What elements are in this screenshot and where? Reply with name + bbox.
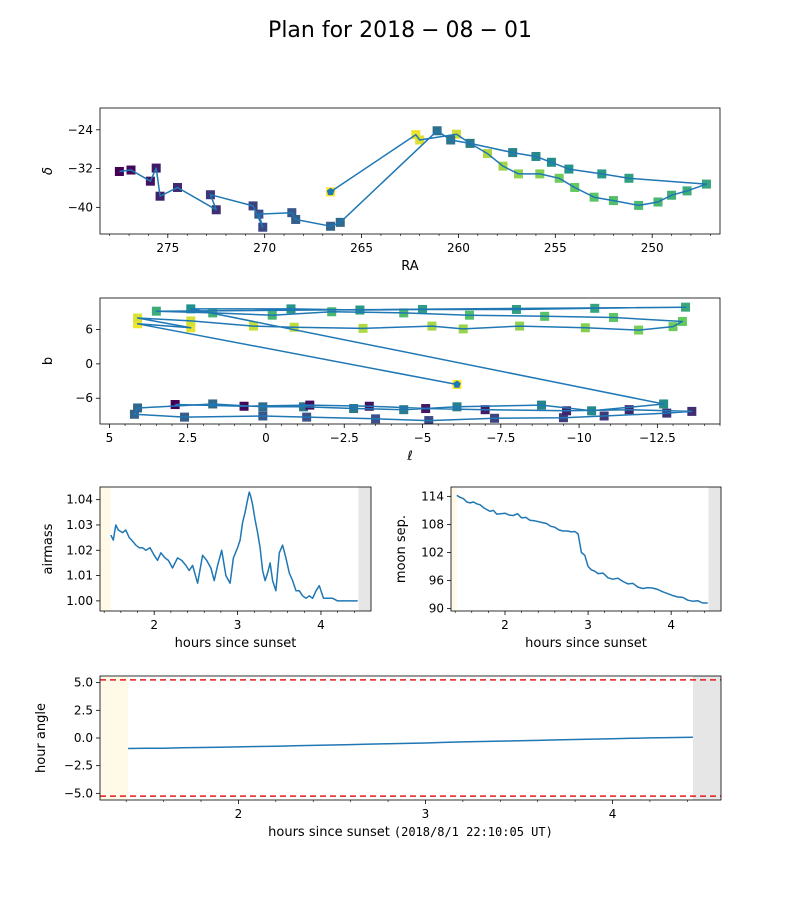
moonsep-ylabel: moon sep. [394,515,409,583]
radec-frame [99,107,721,235]
galactic-xtick-label-5: −7.5 [486,431,515,445]
hourangle-ylabel: hour angle [34,703,49,773]
airmass-ytick-label-4: 1.00 [66,594,93,608]
airmass-panel: 2 3 4 1.04 1.03 1.02 1.01 1.00 hours since sunse… [41,486,372,651]
moonsep-frame [450,486,722,612]
hourangle-ytick-label-0: 5.0 [74,676,93,690]
airmass-ytick-label-1: 1.03 [66,518,93,532]
airmass-xlabel: hours since sunset [175,636,297,651]
hourangle-ytick-label-2: 0.0 [74,731,93,745]
moonsep-panel: 2 3 4 114 108 102 96 90 hours since sunset moon s… [394,486,722,651]
airmass-xtick-label-0: 2 [150,618,158,632]
airmass-ylabel: airmass [41,523,56,574]
moonsep-xtick-label-2: 4 [667,618,675,632]
hourangle-panel: 2 3 4 5.0 2.5 0.0 −2.5 −5.0 hours since sunset (2… [34,675,722,840]
radec-start-marker [326,187,335,196]
figure-title: Plan for 2018−08−01 [268,18,532,43]
airmass-ytick-label-3: 1.01 [66,569,93,583]
moonsep-xlabel-text: hours since sunset [525,636,647,651]
moonsep-ytick-label-0: 114 [421,489,444,503]
moonsep-xtick-label-0: 2 [501,618,509,632]
figure-title-part-3: 01 [504,18,532,43]
airmass-xtick-label-2: 4 [317,618,325,632]
radec-ytick-label-2: −40 [68,200,93,214]
radec-panel: 275 270 265 260 255 250 −24 −32 −40 RA δ [41,107,721,274]
hourangle-series-line-0 [128,736,693,750]
airmass-ytick-label-2: 1.02 [66,543,93,557]
hourangle-xlabel: hours since sunset (2018/8/1 22:10:05 UT) [268,825,553,840]
galactic-ytick-label-2: −6 [75,391,93,405]
galactic-xlabel: ℓ [406,449,412,464]
galactic-panel: 5 2.5 0 −2.5 −5 −7.5 −10 −12.5 6 0 −6 ℓ b [41,297,721,464]
hourangle-xlabel-text: hours since sunset [268,825,390,840]
radec-plot-area [114,126,711,232]
radec-xtick-label-5: 250 [641,241,664,255]
moonsep-ytick-label-1: 108 [421,517,444,531]
radec-series-line-0 [119,130,708,228]
radec-xlabel-text: RA [401,259,419,274]
galactic-xlabel-text: ℓ [406,449,412,464]
moonsep-xtick-label-1: 3 [584,618,592,632]
hourangle-xtick-label-1: 3 [422,807,430,821]
galactic-xtick-label-3: −2.5 [330,431,359,445]
galactic-xtick-label-0: 5 [106,431,114,445]
galactic-xtick-label-1: 2.5 [178,431,197,445]
hourangle-ytick-label-1: 2.5 [74,703,93,717]
airmass-xlabel-text: hours since sunset [175,636,297,651]
airmass-dusk-span [100,487,111,611]
radec-xtick-label-1: 270 [253,241,276,255]
moonsep-dawn-span [708,487,721,611]
hourangle-xtick-label-0: 2 [235,807,243,821]
radec-point-41 [114,166,124,176]
galactic-plot-area [129,302,697,424]
moonsep-series-line-0 [456,494,708,604]
hourangle-plot-area [100,679,721,797]
figure-title-part-1: Plan for 2018 [268,18,415,43]
airmass-xtick-label-1: 3 [234,618,242,632]
hourangle-xlabel-utc: (2018/8/1 22:10:05 UT) [394,825,553,839]
hourangle-ytick-label-3: −2.5 [64,759,93,773]
moonsep-ytick-label-3: 96 [429,574,444,588]
galactic-point-58 [170,400,180,410]
radec-xlabel: RA [401,259,419,274]
airmass-dawn-span [358,487,371,611]
galactic-xtick-label-6: −10 [566,431,591,445]
galactic-ytick-label-1: 0 [85,357,93,371]
galactic-ylabel: b [41,357,56,365]
figure-title-part-2: 08 [446,18,474,43]
moonsep-xlabel: hours since sunset [525,636,647,651]
radec-xtick-label-3: 260 [447,241,470,255]
radec-xtick-label-0: 275 [156,241,179,255]
radec-xtick-label-2: 265 [350,241,373,255]
airmass-ytick-label-0: 1.04 [66,493,93,507]
radec-ytick-label-0: −24 [68,123,93,137]
moonsep-dusk-span [451,487,457,611]
moonsep-ytick-label-4: 90 [429,602,444,616]
galactic-frame [99,297,721,425]
moonsep-ytick-label-2: 102 [421,546,444,560]
galactic-start-marker [453,380,461,388]
galactic-ytick-label-0: 6 [85,323,93,337]
galactic-xtick-label-4: −5 [414,431,432,445]
radec-ylabel: δ [41,167,56,175]
moonsep-plot-area [456,494,708,604]
galactic-series-line-0 [133,306,693,422]
radec-xtick-label-4: 255 [544,241,567,255]
airmass-series-line-0 [110,491,358,602]
radec-ytick-label-1: −32 [68,162,93,176]
galactic-xtick-label-2: 0 [262,431,270,445]
hourangle-dusk-span [100,676,129,800]
airmass-frame [99,486,372,612]
hourangle-xtick-label-2: 4 [609,807,617,821]
galactic-xtick-label-7: −12.5 [639,431,676,445]
airmass-plot-area [110,491,358,602]
hourangle-dawn-span [692,676,721,800]
hourangle-ytick-label-4: −5.0 [64,786,93,800]
